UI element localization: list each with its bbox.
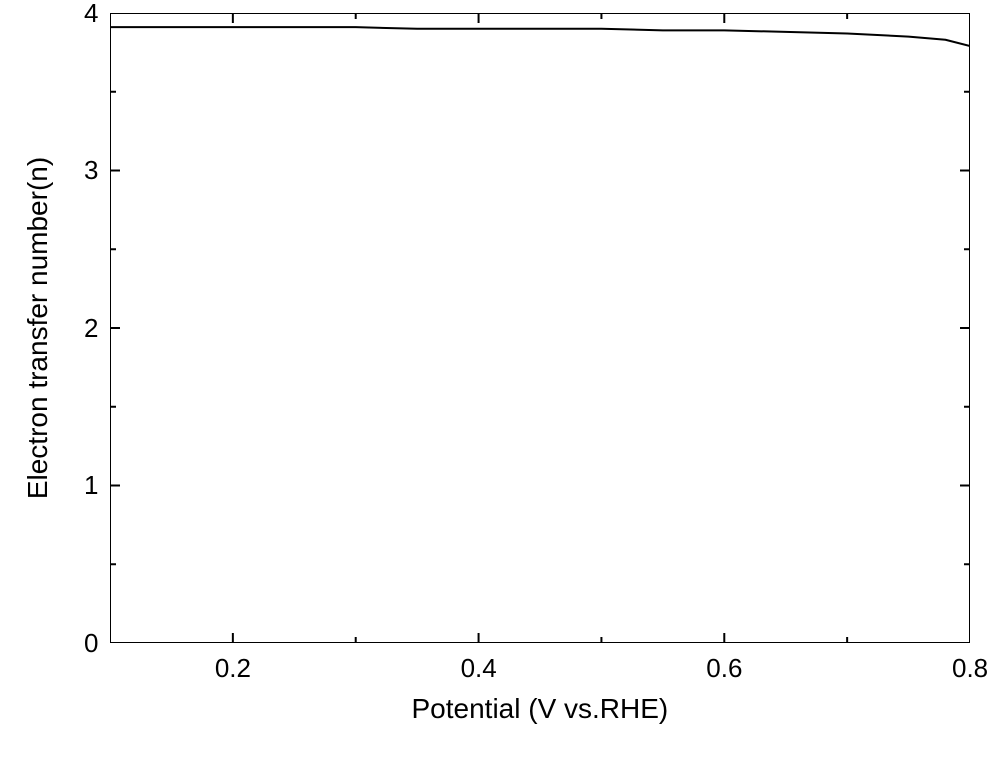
x-tick-label: 0.8 [952, 653, 988, 684]
x-axis-label: Potential (V vs.RHE) [412, 693, 669, 725]
x-tick-label: 0.4 [461, 653, 497, 684]
y-tick-label: 3 [84, 155, 98, 186]
x-tick-label: 0.2 [215, 653, 251, 684]
chart-container: 0.2 0.4 0.6 0.8 0 1 2 3 4 Potential (V vs.RHE) Ele… [0, 0, 1000, 759]
y-tick-label: 0 [84, 628, 98, 659]
y-tick-label: 1 [84, 470, 98, 501]
plot-svg [110, 13, 970, 643]
plot-area [110, 13, 970, 643]
x-tick-label: 0.6 [706, 653, 742, 684]
y-axis-label: Electron transfer number(n) [22, 157, 54, 499]
y-tick-label: 2 [84, 313, 98, 344]
y-tick-label: 4 [84, 0, 98, 29]
